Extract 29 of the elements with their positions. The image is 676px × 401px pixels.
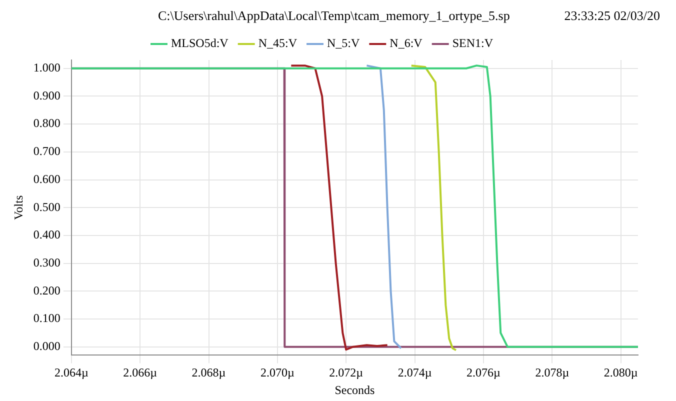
x-tick-label: 2.070µ [260, 366, 294, 380]
y-tick-label: 0.400 [33, 228, 60, 242]
text: 23:33:25 02/03/20 [564, 8, 660, 25]
x-tick-label: 2.068µ [192, 366, 226, 380]
x-tick-label: 2.072µ [329, 366, 364, 380]
y-tick-label: 0.800 [33, 116, 60, 130]
legend-label: MLSO5d:V [170, 36, 229, 50]
text: C:\Users\rahul\AppData\Local\Temp\tcam_memory_1_ortype_5.sp [158, 8, 510, 25]
x-tick-label: 2.076µ [466, 366, 501, 380]
x-axis-title: Seconds [334, 382, 376, 397]
y-tick-label: 1.000 [33, 60, 60, 75]
y-tick-label: 0.100 [33, 311, 60, 326]
y-tick-label: 0.200 [33, 283, 60, 298]
x-tick-label: 2.064µ [54, 366, 88, 380]
legend-label: N_45:V [258, 36, 298, 50]
x-tick-label: 2.074µ [398, 366, 432, 380]
x-tick-label: 2.080µ [604, 366, 638, 380]
y-tick-label: 0.900 [33, 88, 60, 102]
legend-label: SEN1:V [452, 36, 494, 50]
y-axis-title: Volts [11, 195, 26, 220]
x-tick-label: 2.078µ [535, 366, 570, 380]
y-tick-label: 0.700 [33, 144, 60, 158]
y-tick-label: 0.600 [33, 172, 60, 186]
x-tick-label: 2.066µ [123, 366, 158, 380]
y-tick-label: 0.000 [33, 339, 60, 353]
y-tick-label: 0.500 [33, 200, 60, 214]
legend-label: N_6:V [390, 36, 423, 50]
y-tick-label: 0.300 [33, 255, 60, 270]
legend-label: N_5:V [327, 36, 360, 50]
